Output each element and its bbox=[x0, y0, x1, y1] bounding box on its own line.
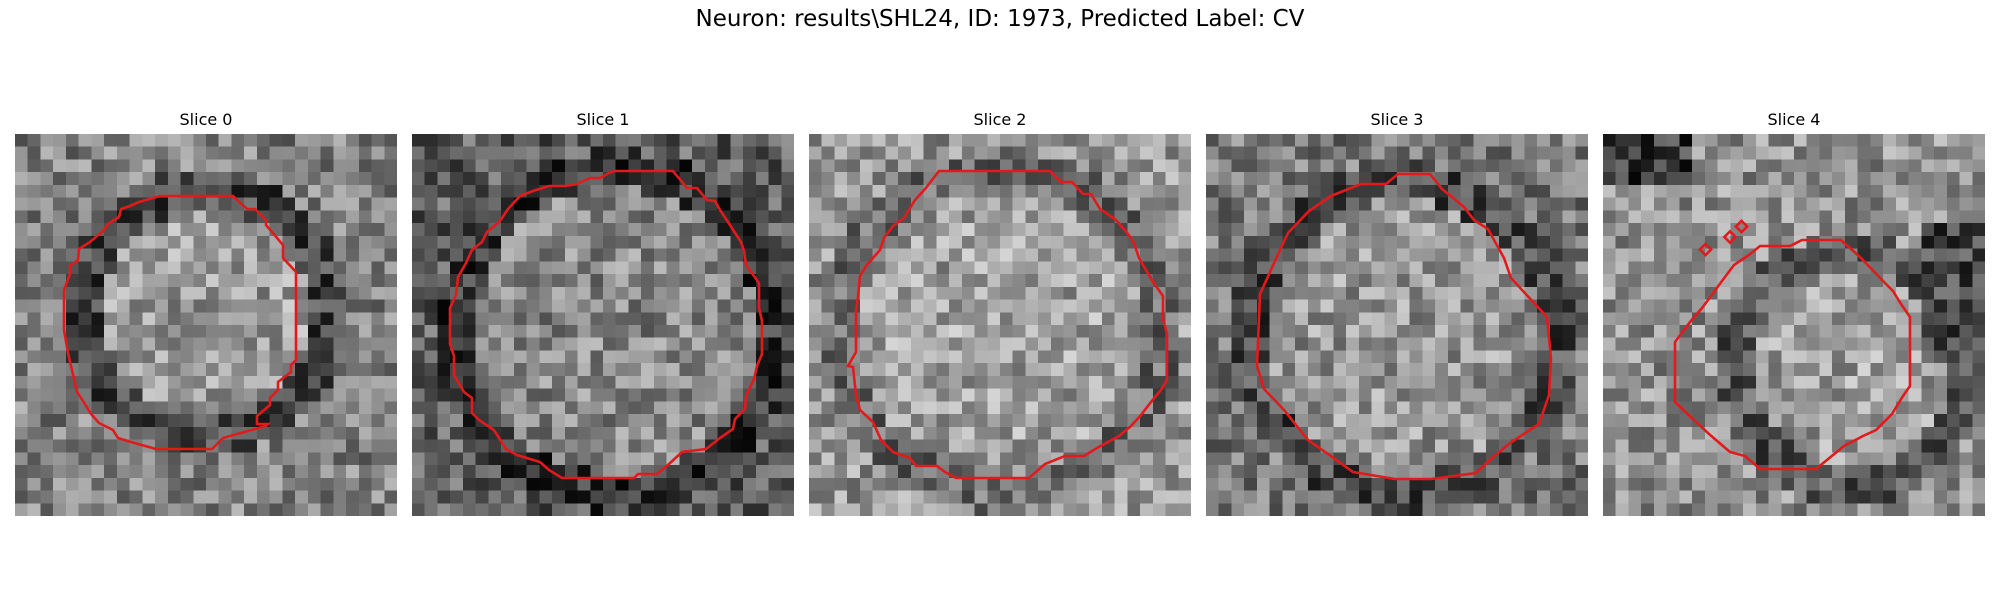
microscopy-image bbox=[15, 134, 397, 516]
panel-title-slice-2: Slice 2 bbox=[973, 110, 1027, 129]
roi-contour-overlay bbox=[448, 169, 764, 480]
image-panel-slice-3 bbox=[1206, 134, 1588, 516]
microscopy-image bbox=[412, 134, 794, 516]
roi-contour-overlay bbox=[1255, 172, 1553, 481]
roi-contour-overlay bbox=[845, 169, 1169, 480]
roi-contour-overlay bbox=[62, 194, 298, 451]
panel-title-slice-0: Slice 0 bbox=[179, 110, 233, 129]
microscopy-image bbox=[1603, 134, 1985, 516]
microscopy-image bbox=[809, 134, 1191, 516]
panel-title-slice-3: Slice 3 bbox=[1370, 110, 1424, 129]
image-panel-slice-4 bbox=[1603, 134, 1985, 516]
panel-title-slice-4: Slice 4 bbox=[1767, 110, 1821, 129]
roi-contour bbox=[1673, 238, 1912, 471]
roi-marker-group bbox=[1698, 219, 1749, 257]
roi-contour bbox=[845, 169, 1169, 480]
image-panel-slice-1 bbox=[412, 134, 794, 516]
roi-contour bbox=[62, 194, 298, 451]
roi-contour bbox=[1255, 172, 1553, 481]
figure-title: Neuron: results\SHL24, ID: 1973, Predict… bbox=[695, 6, 1305, 32]
panel-title-slice-1: Slice 1 bbox=[576, 110, 630, 129]
roi-contour bbox=[448, 169, 764, 480]
image-panel-slice-2 bbox=[809, 134, 1191, 516]
microscopy-image bbox=[1206, 134, 1588, 516]
image-panel-slice-0 bbox=[15, 134, 397, 516]
roi-marker bbox=[1734, 219, 1749, 234]
roi-marker bbox=[1698, 242, 1713, 257]
roi-marker bbox=[1722, 229, 1738, 245]
roi-contour-overlay bbox=[1673, 219, 1912, 471]
